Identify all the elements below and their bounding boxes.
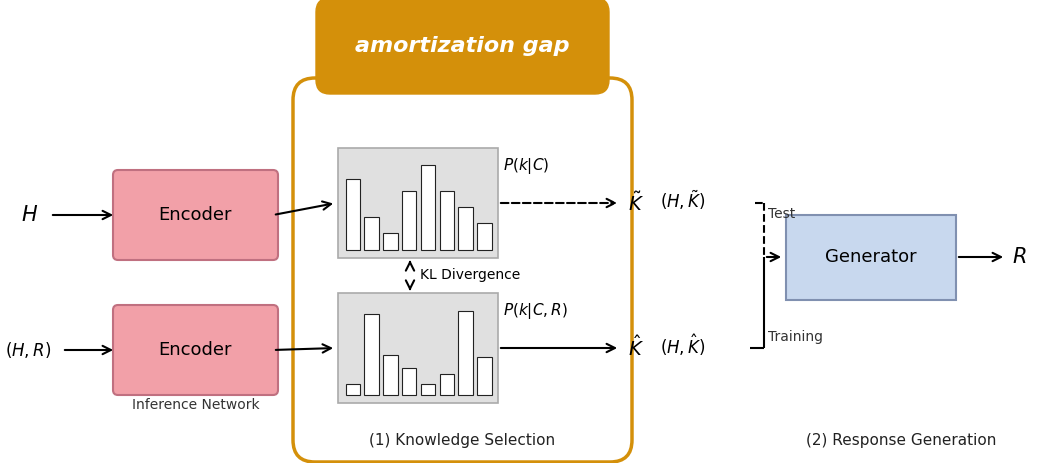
- Text: $(H,R)$: $(H,R)$: [5, 340, 51, 360]
- Bar: [338, 148, 498, 258]
- Text: (2) Response Generation: (2) Response Generation: [805, 433, 996, 448]
- Bar: [365, 217, 378, 250]
- Bar: [477, 224, 492, 250]
- FancyBboxPatch shape: [316, 0, 609, 94]
- Bar: [346, 179, 359, 250]
- Text: KL Divergence: KL Divergence: [420, 269, 520, 282]
- Bar: [365, 314, 378, 395]
- FancyBboxPatch shape: [113, 305, 278, 395]
- Bar: [477, 357, 492, 395]
- Bar: [383, 233, 398, 250]
- Bar: [786, 215, 956, 300]
- Text: Inference Network: Inference Network: [131, 398, 259, 412]
- Text: Generator: Generator: [825, 249, 917, 267]
- Bar: [440, 191, 454, 250]
- Text: $(H,\hat{K})$: $(H,\hat{K})$: [660, 332, 705, 358]
- Text: Encoder: Encoder: [158, 206, 232, 224]
- Text: $P(k|C)$: $P(k|C)$: [503, 156, 549, 176]
- Text: amortization gap: amortization gap: [355, 36, 570, 56]
- Text: $(H,\tilde{K})$: $(H,\tilde{K})$: [660, 188, 705, 212]
- Text: $P(k|C,R)$: $P(k|C,R)$: [503, 301, 568, 321]
- Text: Encoder: Encoder: [158, 341, 232, 359]
- Bar: [421, 164, 436, 250]
- Text: Test: Test: [768, 207, 795, 221]
- Bar: [458, 207, 473, 250]
- Bar: [421, 384, 436, 395]
- Text: $H$: $H$: [22, 205, 39, 225]
- Text: (1) Knowledge Selection: (1) Knowledge Selection: [370, 433, 555, 448]
- Bar: [402, 369, 417, 395]
- Bar: [338, 293, 498, 403]
- Text: $R$: $R$: [1012, 247, 1026, 267]
- Text: Training: Training: [768, 330, 823, 344]
- Text: $\tilde{K}$: $\tilde{K}$: [628, 191, 644, 214]
- Bar: [383, 355, 398, 395]
- FancyBboxPatch shape: [113, 170, 278, 260]
- Text: $\hat{K}$: $\hat{K}$: [628, 336, 644, 361]
- Bar: [458, 312, 473, 395]
- Bar: [346, 384, 359, 395]
- Bar: [440, 374, 454, 395]
- Bar: [402, 191, 417, 250]
